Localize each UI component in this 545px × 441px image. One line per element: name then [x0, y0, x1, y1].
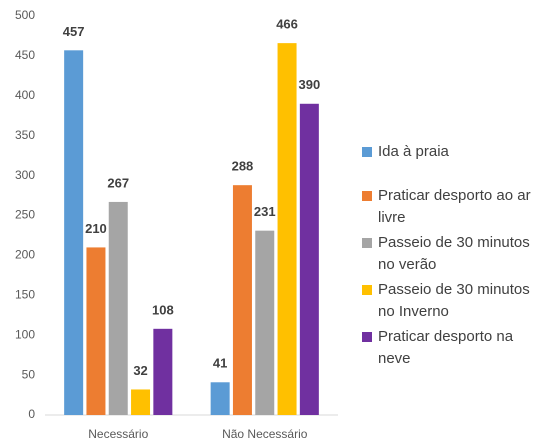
data-label: 41: [213, 356, 227, 371]
bar: [64, 50, 84, 416]
legend-swatch: [362, 191, 372, 201]
legend-label: Passeio de 30 minutos no Inverno: [378, 281, 530, 320]
y-tick-label: 50: [22, 367, 36, 381]
data-label: 32: [133, 363, 147, 378]
legend-entry: Passeio de 30 minutos no Inverno: [358, 279, 544, 323]
x-tick-label: Necessário: [88, 427, 148, 441]
bar: [210, 382, 230, 415]
data-label: 210: [85, 221, 107, 236]
legend-swatch: [362, 285, 372, 295]
data-label: 288: [232, 159, 254, 174]
legend-swatch: [362, 332, 372, 342]
y-tick-label: 250: [15, 208, 35, 222]
legend-entry: Praticar desporto ao ar livre: [358, 185, 544, 229]
data-label: 466: [276, 17, 298, 32]
bar: [277, 43, 297, 416]
legend-label: Ida à praia: [378, 143, 449, 160]
y-tick-label: 450: [15, 48, 35, 62]
data-label: 390: [298, 77, 320, 92]
bar: [153, 328, 173, 415]
y-tick-label: 350: [15, 128, 35, 142]
y-tick-label: 200: [15, 248, 35, 262]
y-tick-label: 0: [28, 407, 35, 421]
bar: [299, 103, 319, 415]
bar: [255, 230, 275, 415]
bar: [131, 389, 151, 415]
y-tick-label: 400: [15, 88, 35, 102]
bar: [232, 185, 252, 415]
legend-label: Praticar desporto ao ar livre: [378, 187, 531, 226]
legend-entry: Ida à praia: [358, 141, 544, 163]
data-label: 457: [63, 24, 85, 39]
legend-label: Passeio de 30 minutos no verão: [378, 234, 530, 273]
y-tick-label: 500: [15, 8, 35, 22]
x-tick-label: Não Necessário: [222, 427, 308, 441]
y-tick-label: 300: [15, 168, 35, 182]
data-label: 267: [107, 175, 129, 190]
data-label: 108: [152, 302, 174, 317]
data-label: 231: [254, 204, 276, 219]
legend-swatch: [362, 238, 372, 248]
legend-entry: Passeio de 30 minutos no verão: [358, 232, 544, 276]
y-tick-label: 150: [15, 287, 35, 301]
bar: [86, 247, 106, 415]
legend-swatch: [362, 147, 372, 157]
legend-entry: Praticar desporto na neve: [358, 326, 544, 370]
legend-label: Praticar desporto na neve: [378, 328, 514, 367]
y-tick-label: 100: [15, 327, 35, 341]
bar: [108, 201, 128, 415]
legend: Ida à praia Praticar desporto ao ar livre…: [358, 141, 544, 370]
